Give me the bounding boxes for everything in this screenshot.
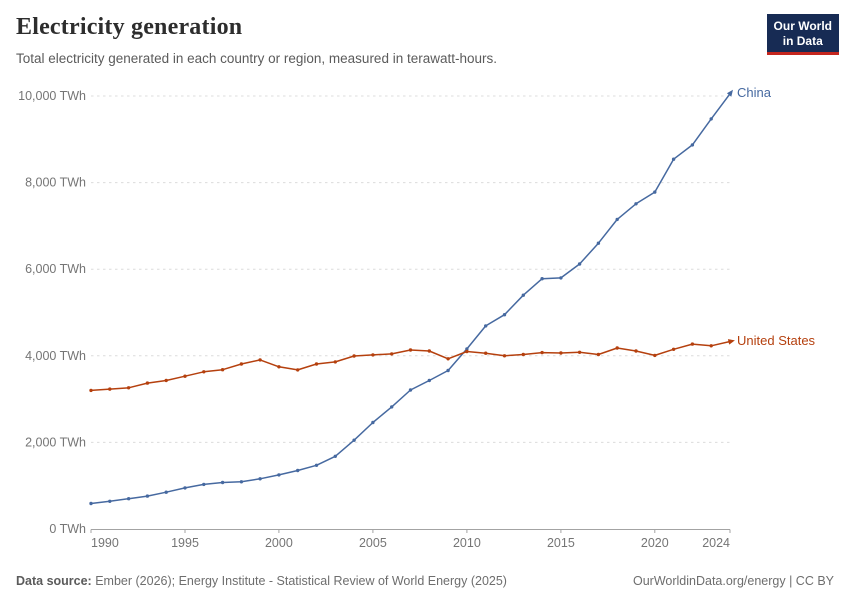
series-point-united-states-1990 <box>89 388 93 393</box>
series-point-china-1993 <box>145 494 150 498</box>
owid-logo-line2: in Data <box>782 34 823 48</box>
series-arrow-china <box>726 89 733 97</box>
series-point-united-states-2001 <box>296 368 300 372</box>
series-point-united-states-2008 <box>427 349 431 353</box>
owid-footer-link[interactable]: OurWorldinData.org/energy | CC BY <box>632 574 834 588</box>
x-tick-label-2020: 2020 <box>641 536 669 550</box>
series-point-united-states-2009 <box>446 357 450 361</box>
series-point-china-2012 <box>502 313 507 317</box>
owid-logo-line1: Our World <box>773 19 832 33</box>
series-point-china-1996 <box>202 482 206 487</box>
series-point-china-1998 <box>239 480 244 484</box>
line-chart-canvas: 0 TWh 2,000 TWh 4,000 TWh 6,000 TWh 8,000 TW… <box>18 85 816 550</box>
data-source-text: Ember (2026); Energy Institute - Statist… <box>91 574 507 588</box>
y-tick-label-2000: 2,000 TWh <box>25 435 86 449</box>
series-point-china-2006 <box>390 405 394 409</box>
series-point-china-2008 <box>427 378 431 383</box>
series-point-china-1995 <box>183 486 187 490</box>
series-point-china-2017 <box>596 241 601 245</box>
series-point-china-1994 <box>164 490 168 494</box>
series-point-china-2000 <box>277 473 281 477</box>
series-point-china-2009 <box>446 368 450 373</box>
series-point-china-2005 <box>371 420 375 425</box>
chart-footer: Data source: Ember (2026); Energy Instit… <box>0 574 850 600</box>
series-point-united-states-2007 <box>408 348 413 352</box>
series-point-united-states-2017 <box>596 352 601 357</box>
x-tick-label-2000: 2000 <box>265 536 293 550</box>
series-point-china-2021 <box>671 157 676 161</box>
series-point-china-2003 <box>333 454 337 458</box>
y-tick-label-8000: 8,000 TWh <box>25 176 86 190</box>
series-point-china-1997 <box>220 480 225 485</box>
series-point-china-2018 <box>615 217 619 222</box>
series-point-united-states-1993 <box>145 381 150 385</box>
series-point-united-states-1991 <box>108 387 112 391</box>
x-tick-label-1990: 1990 <box>91 536 119 550</box>
series-point-china-2013 <box>521 293 525 297</box>
series-point-united-states-1992 <box>126 386 131 390</box>
series-point-united-states-2015 <box>559 351 563 355</box>
series-point-united-states-1994 <box>164 378 168 383</box>
series-point-united-states-2004 <box>352 354 356 358</box>
series-label-united-states: United States <box>737 333 816 348</box>
series-point-united-states-2018 <box>615 346 619 350</box>
series-point-united-states-1997 <box>220 368 225 372</box>
series-point-china-1990 <box>89 501 93 506</box>
series-point-united-states-2000 <box>277 365 281 369</box>
y-tick-label-10000: 10,000 TWh <box>18 89 86 103</box>
series-point-china-2016 <box>577 262 582 266</box>
series-point-china-2002 <box>314 463 319 467</box>
series-point-united-states-2019 <box>634 349 638 353</box>
series-point-united-states-2010 <box>465 349 469 354</box>
series-label-china: China <box>737 85 772 100</box>
series-point-china-1991 <box>108 499 112 503</box>
series-point-united-states-2002 <box>314 362 319 366</box>
y-tick-label-0: 0 TWh <box>49 522 86 536</box>
series-point-united-states-2023 <box>709 344 713 348</box>
series-point-china-2023 <box>709 117 713 121</box>
x-tick-label-1995: 1995 <box>171 536 199 550</box>
series-point-china-2011 <box>484 324 488 328</box>
data-source: Data source: Ember (2026); Energy Instit… <box>16 574 507 588</box>
series-point-china-2004 <box>352 438 356 442</box>
series-point-united-states-2013 <box>521 352 525 357</box>
series-point-china-2001 <box>296 468 300 473</box>
series-point-china-2015 <box>559 276 563 280</box>
series-point-united-states-2006 <box>390 352 394 356</box>
x-tick-label-2005: 2005 <box>359 536 387 550</box>
series-point-china-2019 <box>634 202 638 206</box>
x-tick-label-2024: 2024 <box>702 536 730 550</box>
series-point-united-states-2011 <box>484 351 488 355</box>
series-point-united-states-2003 <box>333 360 337 364</box>
x-tick-label-2015: 2015 <box>547 536 575 550</box>
series-point-china-1992 <box>126 497 131 501</box>
x-tick-label-2010: 2010 <box>453 536 481 550</box>
y-tick-label-4000: 4,000 TWh <box>25 349 86 363</box>
data-source-label: Data source: <box>16 574 92 588</box>
series-point-united-states-1996 <box>202 370 206 374</box>
series-point-united-states-2022 <box>690 342 695 346</box>
series-point-china-2007 <box>408 388 413 392</box>
series-point-united-states-1999 <box>258 358 262 362</box>
series-point-united-states-1995 <box>183 374 187 378</box>
series-point-china-2022 <box>690 143 695 147</box>
series-point-united-states-2005 <box>371 353 375 357</box>
series-point-united-states-2014 <box>540 350 544 355</box>
series-arrow-united-states <box>727 339 735 345</box>
series-point-united-states-2020 <box>653 353 657 358</box>
chart-subtitle: Total electricity generated in each coun… <box>16 50 497 66</box>
series-point-china-2010 <box>465 347 469 351</box>
series-point-united-states-1998 <box>239 362 244 366</box>
series-point-united-states-2021 <box>671 347 676 351</box>
series-point-china-1999 <box>258 477 262 481</box>
y-tick-label-6000: 6,000 TWh <box>25 262 86 276</box>
series-point-china-2020 <box>653 190 657 194</box>
chart-header: Electricity generation Total electricity… <box>0 0 850 67</box>
series-point-china-2014 <box>540 277 544 281</box>
page-title: Electricity generation <box>16 14 243 40</box>
series-point-united-states-2012 <box>502 354 507 358</box>
owid-logo[interactable]: Our World in Data <box>766 14 839 55</box>
series-point-united-states-2016 <box>577 350 582 354</box>
